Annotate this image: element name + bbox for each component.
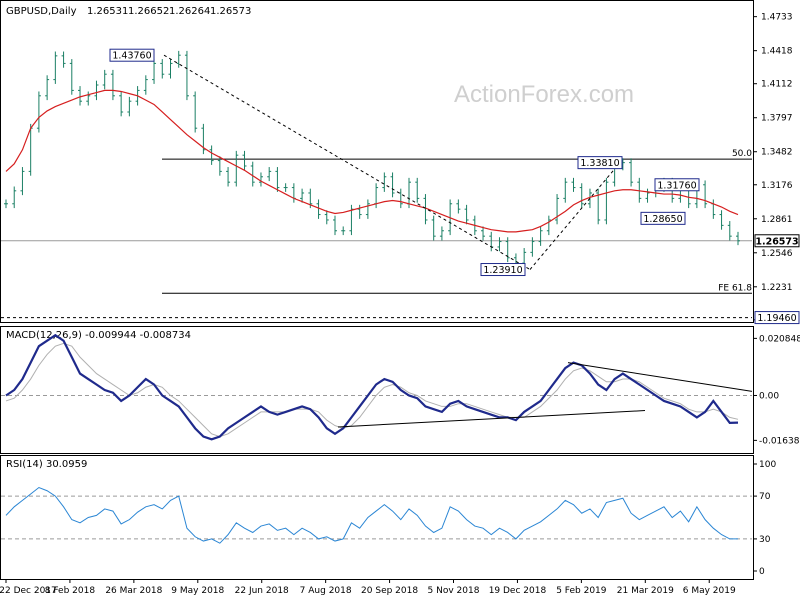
date-tick-label: 20 Sep 2018 bbox=[361, 586, 418, 596]
price-annotation: 1.19460 bbox=[754, 311, 800, 325]
date-tick-label: 22 Jun 2018 bbox=[235, 586, 289, 596]
annotation-label: 1.31760 bbox=[657, 180, 696, 191]
date-tick-label: 21 Mar 2019 bbox=[617, 586, 674, 596]
rsi-title: RSI(14) 30.0959 bbox=[6, 459, 87, 470]
annotation-box bbox=[577, 156, 623, 170]
uptrend-line bbox=[529, 162, 621, 270]
date-tick-label: 26 Mar 2018 bbox=[105, 586, 162, 596]
date-tick-label: 8 Feb 2018 bbox=[45, 586, 96, 596]
moving-average-line bbox=[5, 89, 739, 233]
price-tick-label: 1.2861 bbox=[761, 215, 793, 225]
ohlc-open: 1.26531 bbox=[87, 6, 128, 17]
price-tick-label: 1.4418 bbox=[761, 47, 793, 57]
symbol-label: GBPUSD,Daily bbox=[6, 6, 77, 17]
date-tick-label: 9 May 2018 bbox=[171, 586, 224, 596]
price-axis: 1.4733 1.4418 1.4112 1.3797 1.3482 1.3176 1.28… bbox=[753, 13, 793, 326]
rsi-axis: 100 70 30 0 bbox=[1, 460, 776, 577]
fib-level-label: FE 61.8 bbox=[718, 283, 752, 293]
annotation-label: 1.23910 bbox=[483, 265, 522, 276]
last-price-box bbox=[754, 234, 800, 248]
price-tick-label: 1.4112 bbox=[761, 80, 793, 90]
rsi-path bbox=[5, 486, 738, 544]
macd-tick-label: 0.00 bbox=[759, 391, 779, 401]
downtrend-line bbox=[163, 54, 531, 270]
price-annotations: 1.43760 1.33810 1.31760 1.28650 1.23910 1.194… bbox=[109, 48, 800, 325]
annotation-label: 1.43760 bbox=[112, 51, 151, 62]
annotation-box bbox=[754, 311, 800, 325]
date-tick-label: 5 Feb 2019 bbox=[556, 586, 607, 596]
price-tick-label: 1.2546 bbox=[761, 249, 793, 259]
rsi-tick-label: 30 bbox=[759, 535, 771, 545]
annotation-label: 1.19460 bbox=[757, 313, 796, 324]
price-trendlines bbox=[163, 54, 621, 270]
rsi-tick-label: 70 bbox=[759, 492, 771, 502]
macd-lines bbox=[5, 333, 753, 441]
macd-support-trendline bbox=[337, 410, 646, 428]
rsi-tick-label: 0 bbox=[759, 567, 765, 577]
moving-average-path bbox=[5, 89, 739, 233]
macd-main-line bbox=[5, 333, 739, 441]
date-tick-label: 7 Aug 2018 bbox=[300, 586, 352, 596]
price-annotation: 1.28650 bbox=[640, 211, 686, 225]
watermark: ActionForex.com bbox=[454, 81, 634, 108]
ohlc-high: 1.26652 bbox=[128, 6, 169, 17]
price-annotation: 1.23910 bbox=[480, 263, 526, 277]
price-panel-frame bbox=[0, 0, 754, 323]
annotation-box bbox=[109, 48, 155, 62]
price-annotation: 1.33810 bbox=[577, 156, 623, 170]
date-tick-label: 5 Nov 2018 bbox=[428, 586, 480, 596]
rsi-line bbox=[5, 486, 738, 544]
date-tick-label: 19 Dec 2018 bbox=[489, 586, 547, 596]
rsi-panel-frame bbox=[0, 455, 754, 580]
annotation-box bbox=[640, 211, 686, 225]
rsi-tick-label: 100 bbox=[759, 460, 776, 470]
price-annotation: 1.43760 bbox=[109, 48, 155, 62]
price-tick-label: 1.3176 bbox=[761, 181, 793, 191]
macd-resistance-trendline bbox=[567, 362, 753, 392]
price-tick-label: 1.3482 bbox=[761, 148, 793, 158]
last-price-marker: 1.26573 bbox=[754, 234, 800, 248]
annotation-label: 1.28650 bbox=[643, 214, 682, 225]
price-annotation: 1.31760 bbox=[654, 178, 700, 192]
price-tick-label: 1.4733 bbox=[761, 13, 793, 23]
ohlc-low: 1.26264 bbox=[169, 6, 210, 17]
annotation-label: 1.33810 bbox=[580, 158, 619, 169]
macd-panel-frame bbox=[0, 326, 754, 454]
annotation-box bbox=[654, 178, 700, 192]
macd-signal-line bbox=[5, 342, 739, 438]
macd-tick-label: -0.016389 bbox=[759, 436, 800, 446]
macd-axis: 0.020848 0.00 -0.016389 bbox=[1, 334, 800, 446]
last-price-label: 1.26573 bbox=[755, 236, 798, 247]
macd-tick-label: 0.020848 bbox=[759, 334, 800, 344]
annotation-box bbox=[480, 263, 526, 277]
fib-levels: 50.0 FE 61.8 bbox=[1, 149, 752, 319]
fib-level-label: 50.0 bbox=[732, 149, 752, 159]
date-tick-label: 6 May 2019 bbox=[683, 586, 736, 596]
price-tick-label: 1.3797 bbox=[761, 114, 793, 124]
ohlc-close: 1.26573 bbox=[210, 6, 251, 17]
date-tick-label: 22 Dec 2017 bbox=[0, 586, 57, 596]
macd-title: MACD(12,26,9) -0.009944 -0.008734 bbox=[6, 330, 191, 341]
price-tick-label: 1.2231 bbox=[761, 283, 793, 293]
